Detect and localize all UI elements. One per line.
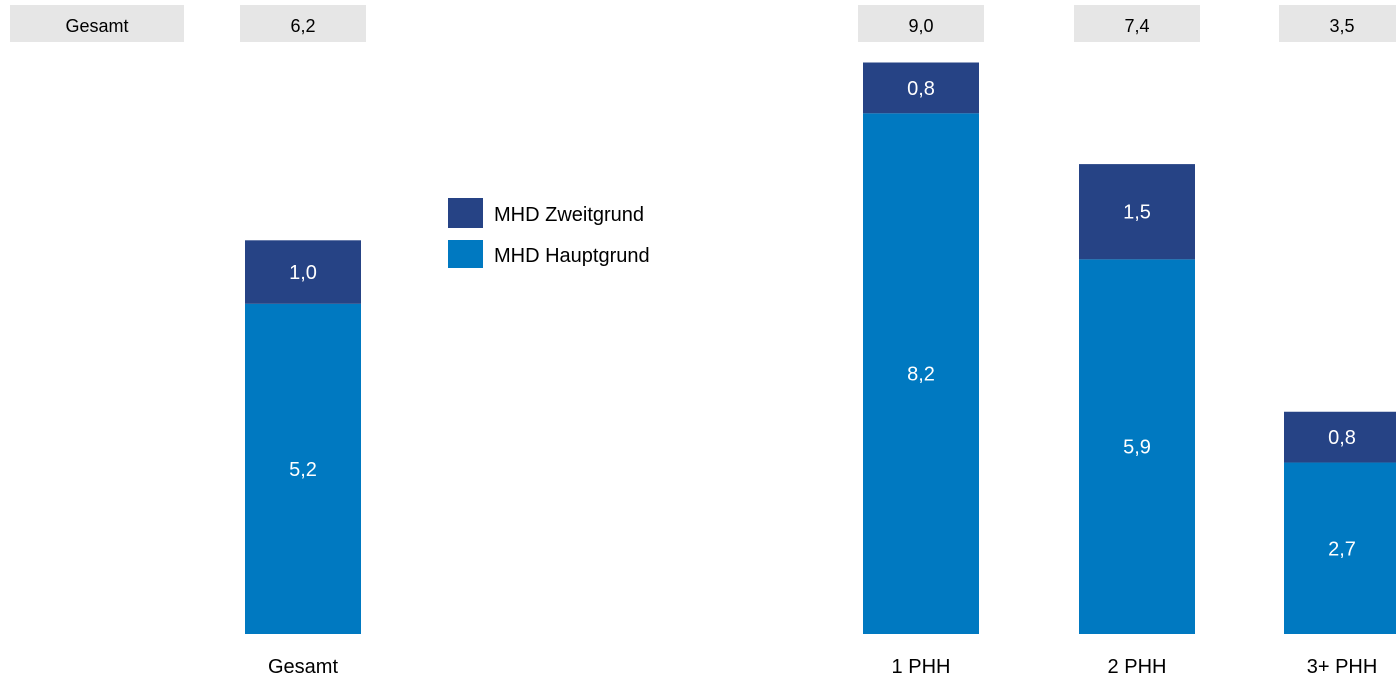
total-box-1-phh	[858, 5, 984, 42]
total-value-1-phh: 9,0	[908, 16, 933, 36]
category-label-gesamt: Gesamt	[268, 656, 338, 678]
total-value-3-phh: 3,5	[1329, 16, 1354, 36]
total-box-3-phh	[1279, 5, 1396, 42]
bar-value-label-mhd-zweitgrund-3-phh: 0,8	[1328, 427, 1356, 449]
total-value-2-phh: 7,4	[1124, 16, 1149, 36]
bar-segment-mhd-zweitgrund-3-phh	[1284, 411, 1396, 463]
bar-segment-mhd-hauptgrund-3-phh	[1284, 462, 1396, 634]
bar-value-label-mhd-hauptgrund-3-phh: 2,7	[1328, 538, 1356, 560]
legend-swatch-hauptgrund	[448, 240, 483, 268]
bar-value-label-mhd-hauptgrund-gesamt: 5,2	[289, 459, 317, 481]
bar-segment-mhd-hauptgrund-gesamt	[245, 303, 361, 634]
bar-segment-mhd-hauptgrund-1-phh	[863, 113, 979, 635]
bar-segment-mhd-zweitgrund-2-phh	[1079, 164, 1195, 260]
category-label-2-phh: 2 PHH	[1108, 656, 1167, 678]
bar-value-label-mhd-zweitgrund-gesamt: 1,0	[289, 262, 317, 284]
category-label-3-phh: 3+ PHH	[1307, 656, 1378, 678]
total-box-2-phh	[1074, 5, 1200, 42]
bars: 5,2 1,0 Gesamt 8,2 0,8 1 PHH 5,9 1,5 2 PHH 2,7 0,8…	[245, 62, 1396, 678]
bar-value-label-mhd-zweitgrund-2-phh: 1,5	[1123, 202, 1151, 224]
bar-value-label-mhd-zweitgrund-1-phh: 0,8	[907, 78, 935, 100]
row-label-box	[10, 5, 184, 42]
row-label: Gesamt	[65, 16, 128, 36]
bar-segment-mhd-zweitgrund-1-phh	[863, 62, 979, 114]
legend-swatch-zweitgrund	[448, 198, 483, 228]
bar-value-label-mhd-hauptgrund-2-phh: 5,9	[1123, 437, 1151, 459]
bar-segment-mhd-zweitgrund-gesamt	[245, 240, 361, 304]
totals-row: Gesamt 6,2 9,0 7,4 3,5	[10, 5, 1396, 42]
legend: MHD Zweitgrund MHD Hauptgrund	[448, 198, 650, 268]
bar-segment-mhd-hauptgrund-2-phh	[1079, 259, 1195, 634]
category-label-1-phh: 1 PHH	[892, 656, 951, 678]
legend-label-zweitgrund: MHD Zweitgrund	[494, 204, 644, 226]
bar-value-label-mhd-hauptgrund-1-phh: 8,2	[907, 364, 935, 386]
legend-label-hauptgrund: MHD Hauptgrund	[494, 245, 650, 267]
total-box-gesamt	[240, 5, 366, 42]
total-value-gesamt: 6,2	[290, 16, 315, 36]
